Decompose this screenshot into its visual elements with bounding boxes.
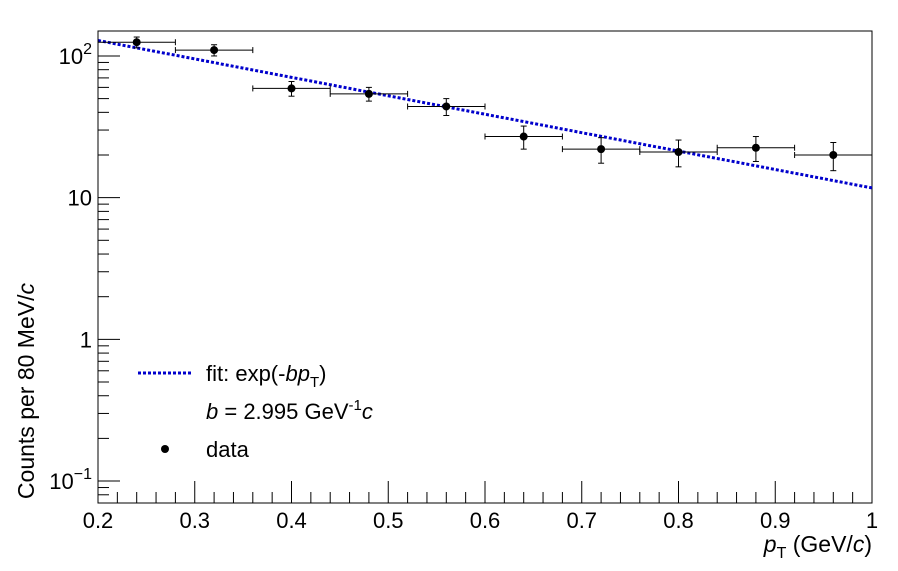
x-tick-label: 0.8 — [663, 508, 694, 533]
data-point — [132, 38, 141, 47]
y-tick-label: 10 — [68, 186, 92, 211]
y-tick-label-base: 1 — [80, 327, 92, 352]
legend-b-c: c — [362, 399, 373, 424]
x-tick-label: 0.4 — [276, 508, 307, 533]
fit-layer — [97, 39, 873, 190]
legend-b-symbol: b — [206, 399, 218, 424]
legend-fit-label: fit: exp(-bpT) — [206, 361, 326, 391]
legend-fit-pre: fit: exp(- — [206, 361, 285, 386]
legend-fit-b: b — [285, 361, 297, 386]
data-point — [751, 143, 760, 152]
x-tick-label: 1 — [866, 508, 878, 533]
y-tick-label-exp: 2 — [83, 41, 92, 58]
y-tick-label-exp: −1 — [74, 466, 92, 483]
y-axis-title-text: Counts per 80 MeV/ — [13, 294, 39, 499]
data-point — [519, 132, 528, 141]
legend-fit-p: p — [297, 361, 310, 386]
x-tick-label: 0.9 — [760, 508, 791, 533]
legend-data-marker — [161, 445, 169, 453]
plot-frame — [97, 30, 873, 504]
data-point — [674, 147, 683, 156]
x-axis-ticks: 0.2 0.3 0.4 0.5 0.6 0.7 0.8 0.9 1 — [83, 481, 878, 533]
legend-fit-sub: T — [310, 374, 319, 391]
data-point — [287, 84, 296, 93]
data-point — [597, 145, 606, 154]
legend: fit: exp(-bpT) b = 2.995 GeV-1c data — [138, 361, 373, 462]
fit-curve — [97, 39, 873, 190]
legend-data-label: data — [206, 437, 250, 462]
x-axis-title: pT (GeV/c) — [763, 531, 872, 562]
y-axis-title: Counts per 80 MeV/c — [13, 283, 39, 500]
legend-b-number: = 2.995 GeV — [218, 399, 349, 424]
x-axis-title-c: c — [853, 531, 865, 557]
y-tick-label: 102 — [59, 41, 92, 69]
y-tick-label-base: 10 — [49, 469, 73, 494]
data-point — [829, 150, 838, 159]
legend-fit-post: ) — [319, 361, 326, 386]
data-layer — [97, 36, 873, 172]
y-axis-title-c: c — [13, 283, 39, 295]
x-tick-label: 0.6 — [470, 508, 501, 533]
x-axis-title-sub: T — [777, 545, 787, 562]
x-axis-title-post: ) — [864, 531, 872, 557]
data-point — [210, 46, 219, 55]
y-tick-label-base: 10 — [59, 44, 83, 69]
y-tick-label-base: 10 — [68, 186, 92, 211]
x-tick-label: 0.3 — [179, 508, 210, 533]
y-tick-label: 1 — [80, 327, 92, 352]
y-tick-label: 10−1 — [49, 466, 92, 494]
legend-b-value: b = 2.995 GeV-1c — [206, 397, 373, 424]
x-tick-label: 0.2 — [83, 508, 114, 533]
x-axis-title-pre: (GeV/ — [786, 531, 853, 557]
x-tick-label: 0.7 — [566, 508, 597, 533]
legend-b-exp: -1 — [349, 397, 362, 414]
data-point — [442, 102, 451, 111]
x-axis-title-p: p — [763, 531, 777, 557]
x-tick-label: 0.5 — [373, 508, 404, 533]
data-point — [364, 89, 373, 98]
